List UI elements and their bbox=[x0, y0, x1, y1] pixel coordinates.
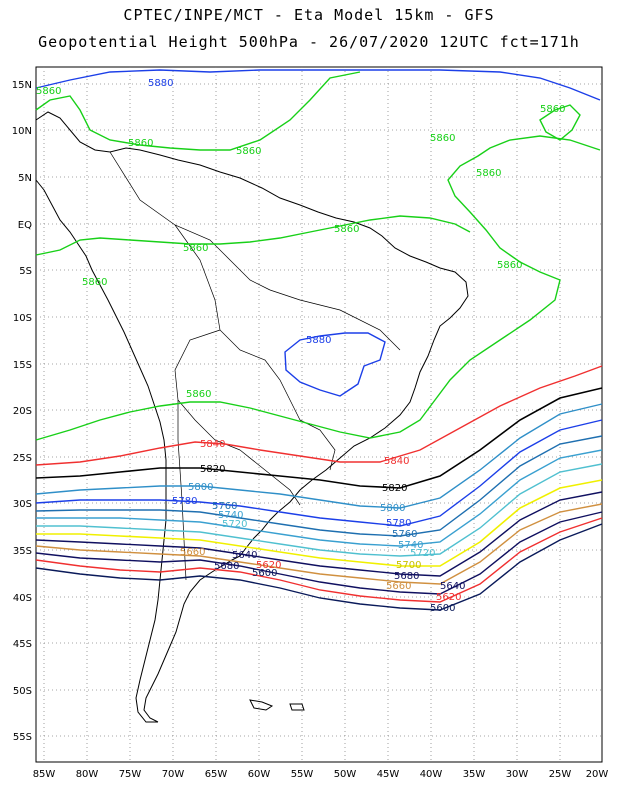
label-5600-b: 5600 bbox=[430, 603, 455, 614]
label-5680-a: 5680 bbox=[214, 561, 239, 572]
contour-5820 bbox=[35, 387, 603, 489]
lat-label-15s: 15S bbox=[13, 360, 32, 371]
contour-5880-loop bbox=[284, 332, 386, 397]
label-5860-h: 5860 bbox=[183, 243, 208, 254]
lon-label-70w: 70W bbox=[162, 769, 185, 780]
lon-label-85w: 85W bbox=[33, 769, 56, 780]
lon-label-40w: 40W bbox=[420, 769, 443, 780]
label-5880-b: 5880 bbox=[306, 335, 331, 346]
lat-label-20s: 20S bbox=[13, 406, 32, 417]
lat-label-40s: 40S bbox=[13, 593, 32, 604]
label-5620-b: 5620 bbox=[436, 592, 461, 603]
label-5640-a: 5640 bbox=[232, 550, 257, 561]
label-5740-a: 5740 bbox=[218, 510, 243, 521]
label-5720-a: 5720 bbox=[222, 519, 247, 530]
lat-label-25s: 25S bbox=[13, 453, 32, 464]
label-5860-b: 5860 bbox=[128, 138, 153, 149]
label-5660-b: 5660 bbox=[386, 581, 411, 592]
lat-label-5s: 5S bbox=[19, 266, 32, 277]
lon-label-55w: 55W bbox=[291, 769, 314, 780]
label-5860-g: 5860 bbox=[334, 224, 359, 235]
label-5820-a: 5820 bbox=[200, 464, 225, 475]
lon-label-45w: 45W bbox=[377, 769, 400, 780]
label-5800-b: 5800 bbox=[380, 503, 405, 514]
label-5840-b: 5840 bbox=[384, 456, 409, 467]
lat-label-30s: 30S bbox=[13, 499, 32, 510]
lat-label-35s: 35S bbox=[13, 546, 32, 557]
contour-5640 bbox=[35, 511, 603, 595]
lon-label-20w: 20W bbox=[586, 769, 609, 780]
contour-5880-north bbox=[35, 69, 601, 101]
lat-label-15n: 15N bbox=[12, 80, 32, 91]
label-5840-a: 5840 bbox=[200, 439, 225, 450]
contour-5800 bbox=[35, 403, 603, 509]
label-5640-b: 5640 bbox=[440, 581, 465, 592]
lat-label-55s: 55S bbox=[13, 732, 32, 743]
label-5600-a: 5600 bbox=[252, 568, 277, 579]
lon-label-25w: 25W bbox=[549, 769, 572, 780]
label-5860-k: 5860 bbox=[186, 389, 211, 400]
contour-5840 bbox=[35, 365, 603, 466]
label-5860-a: 5860 bbox=[36, 86, 61, 97]
contour-5860-main bbox=[35, 135, 601, 441]
label-5660-a: 5660 bbox=[180, 547, 205, 558]
label-5740-b: 5740 bbox=[398, 540, 423, 551]
map-frame bbox=[35, 66, 603, 763]
label-5800-a: 5800 bbox=[188, 482, 213, 493]
contour-5760 bbox=[35, 435, 603, 537]
lon-label-75w: 75W bbox=[119, 769, 142, 780]
label-5860-d: 5860 bbox=[430, 133, 455, 144]
label-5620-a: 5620 bbox=[256, 560, 281, 571]
label-5880-a: 5880 bbox=[148, 78, 173, 89]
contour-5600 bbox=[35, 523, 603, 611]
coastlines bbox=[35, 111, 469, 723]
contour-5660 bbox=[35, 503, 603, 585]
contour-5860-atlantic bbox=[539, 104, 581, 141]
lat-label-10s: 10S bbox=[13, 313, 32, 324]
lon-label-80w: 80W bbox=[76, 769, 99, 780]
label-5760-a: 5760 bbox=[212, 501, 237, 512]
lon-label-30w: 30W bbox=[506, 769, 529, 780]
lon-label-60w: 60W bbox=[248, 769, 271, 780]
contour-5740 bbox=[36, 449, 603, 547]
lat-label-eq: EQ bbox=[18, 220, 32, 231]
lon-axis: 85W 80W 75W 70W 65W 60W 55W 50W 45W 40W … bbox=[33, 769, 609, 780]
contour-5620 bbox=[35, 517, 603, 603]
label-5720-b: 5720 bbox=[410, 548, 435, 559]
contour-5780 bbox=[35, 419, 603, 527]
lat-axis: 15N 10N 5N EQ 5S 10S 15S 20S 25S 30S 35S… bbox=[12, 80, 32, 743]
contour-5720 bbox=[36, 463, 603, 557]
contour-labels: 5880 5880 5860 5860 5860 5860 5860 5860 … bbox=[36, 78, 565, 614]
label-5760-b: 5760 bbox=[392, 529, 417, 540]
contour-5700 bbox=[36, 479, 603, 567]
label-5860-e: 5860 bbox=[540, 104, 565, 115]
label-5820-b: 5820 bbox=[382, 483, 407, 494]
label-5860-j: 5860 bbox=[497, 260, 522, 271]
lon-label-65w: 65W bbox=[205, 769, 228, 780]
lon-label-35w: 35W bbox=[463, 769, 486, 780]
lat-label-10n: 10N bbox=[12, 126, 32, 137]
contour-5860-caribbean bbox=[35, 71, 361, 151]
map-subtitle: Geopotential Height 500hPa - 26/07/2020 … bbox=[38, 33, 580, 51]
label-5860-f: 5860 bbox=[476, 168, 501, 179]
contour-5860-equatorial bbox=[35, 215, 471, 256]
lon-label-50w: 50W bbox=[334, 769, 357, 780]
label-5780-b: 5780 bbox=[386, 518, 411, 529]
label-5700-a: 5700 bbox=[396, 560, 421, 571]
contour-5680 bbox=[35, 491, 603, 577]
label-5860-c: 5860 bbox=[236, 146, 261, 157]
label-5860-i: 5860 bbox=[82, 277, 107, 288]
lat-label-50s: 50S bbox=[13, 686, 32, 697]
map-title: CPTEC/INPE/MCT - Eta Model 15km - GFS bbox=[123, 6, 495, 24]
label-5680-b: 5680 bbox=[394, 571, 419, 582]
label-5780-a: 5780 bbox=[172, 496, 197, 507]
lat-label-45s: 45S bbox=[13, 639, 32, 650]
lat-label-5n: 5N bbox=[18, 173, 32, 184]
